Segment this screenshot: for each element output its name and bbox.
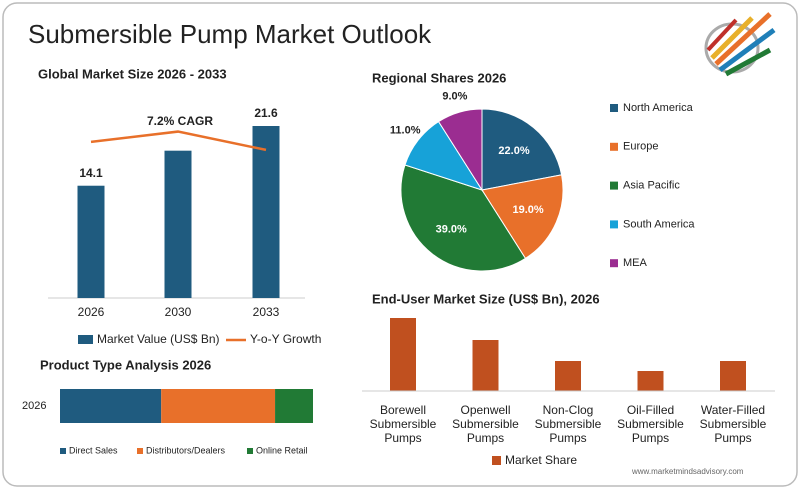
bar-segment <box>60 389 162 423</box>
legend-swatch <box>610 104 618 112</box>
legend-label: Asia Pacific <box>623 180 680 192</box>
legend-swatch <box>610 220 618 229</box>
bar <box>720 361 746 391</box>
chart-title: Product Type Analysis 2026 <box>40 357 211 372</box>
legend-label: North America <box>623 102 694 114</box>
chart-title: Regional Shares 2026 <box>372 70 506 85</box>
legend-label: Market Share <box>505 453 577 467</box>
x-tick-label: Oil-Filled Submersible Pumps <box>617 403 684 445</box>
legend-label: Online Retail <box>256 445 308 455</box>
x-tick-label: Water-Filled Submersible Pumps <box>699 403 767 445</box>
legend-swatch <box>78 335 93 344</box>
legend-label: MEA <box>623 257 648 269</box>
x-tick-label: 2030 <box>165 305 192 319</box>
legend-label: South America <box>623 218 695 230</box>
bar <box>164 150 192 298</box>
value-label: 14.1 <box>79 166 103 180</box>
bar <box>637 371 664 391</box>
bar <box>472 340 499 391</box>
legend-swatch <box>610 181 618 190</box>
logo <box>704 12 776 77</box>
value-label: 21.6 <box>254 106 278 120</box>
x-tick-label: 2033 <box>253 305 280 319</box>
bar <box>390 318 416 391</box>
line <box>90 130 267 152</box>
chart-title: Global Market Size 2026 - 2033 <box>38 66 227 81</box>
annotation: 7.2% CAGR <box>147 114 213 128</box>
legend-label: Distributors/Dealers <box>146 445 226 455</box>
data-label: 9.0% <box>442 91 467 103</box>
x-tick-label: Borewell Submersible Pumps <box>369 403 437 445</box>
bar <box>252 126 280 298</box>
legend-swatch <box>60 448 66 454</box>
data-label: 22.0% <box>498 145 529 157</box>
bar <box>555 361 581 391</box>
data-label: 19.0% <box>512 204 543 216</box>
source: www.marketmindsadvisory.com <box>631 467 744 476</box>
legend-swatch <box>610 259 618 268</box>
legend-swatch <box>492 456 501 465</box>
pie-slice <box>437 108 483 192</box>
legend-label: Europe <box>623 141 658 153</box>
data-label: 39.0% <box>436 224 467 236</box>
legend-swatch <box>610 142 618 151</box>
legend-swatch <box>247 448 253 454</box>
x-tick-label: 2026 <box>78 305 105 319</box>
pie-slice <box>400 164 527 272</box>
x-tick-label: Non-Clog Submersible Pumps <box>534 403 602 445</box>
legend-label: Direct Sales <box>69 445 118 455</box>
legend-swatch <box>137 448 143 454</box>
data-label: 11.0% <box>390 124 421 136</box>
pie-slice <box>481 174 564 260</box>
bar-segment <box>161 389 276 423</box>
legend-label: Y-o-Y Growth <box>250 332 321 346</box>
x-tick-label: Openwell Submersible Pumps <box>452 403 519 445</box>
bar <box>77 185 105 298</box>
chart-title: End-User Market Size (US$ Bn), 2026 <box>372 291 600 306</box>
y-tick-label: 2026 <box>22 400 46 412</box>
page-title: Submersible Pump Market Outlook <box>28 19 432 49</box>
legend-label: Market Value (US$ Bn) <box>97 332 220 346</box>
pie-slice <box>481 108 563 191</box>
bar-segment <box>275 389 313 423</box>
